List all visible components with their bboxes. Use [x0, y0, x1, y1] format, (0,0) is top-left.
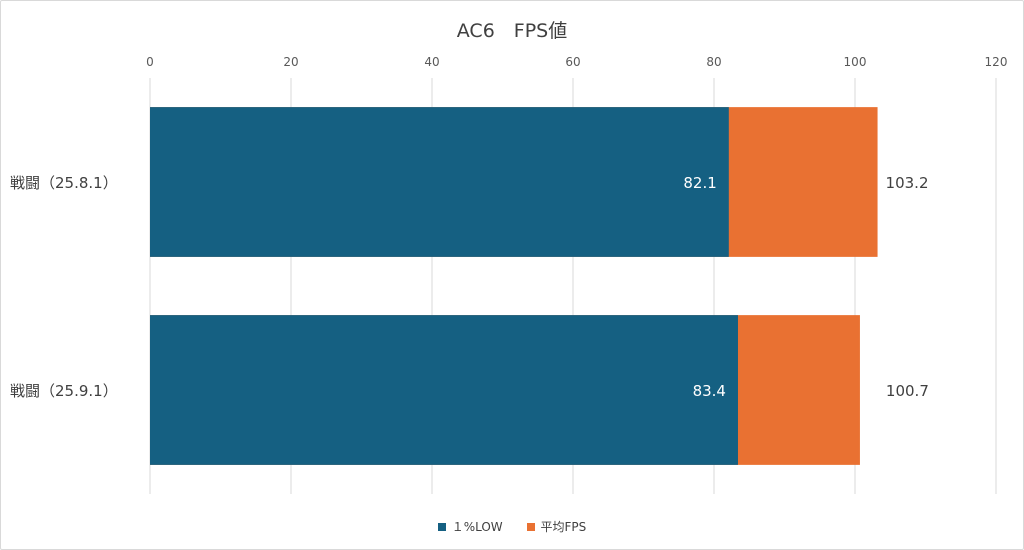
legend-swatch-avg	[526, 522, 535, 531]
x-tick-label: 40	[424, 55, 439, 69]
legend-swatch-low	[437, 522, 446, 531]
legend: １%LOW 平均FPS	[0, 518, 1024, 535]
legend-item-avg: 平均FPS	[526, 518, 587, 535]
x-tick-label: 0	[146, 55, 154, 69]
legend-label-avg: 平均FPS	[540, 520, 587, 534]
data-labels: 82.1 103.2 83.4 100.7	[683, 174, 928, 400]
bars	[150, 107, 878, 465]
x-tick-label: 60	[565, 55, 580, 69]
x-tick-label: 100	[844, 55, 867, 69]
x-tick-label: 20	[283, 55, 298, 69]
data-label-1pct-low: 82.1	[683, 174, 716, 192]
x-axis-tick-labels: 0 20 40 60 80 100 120	[146, 55, 1007, 69]
chart-title: AC6 FPS値	[456, 20, 568, 42]
data-label-avg-fps: 103.2	[886, 174, 929, 192]
bar-1pct-low	[150, 315, 738, 465]
data-label-avg-fps: 100.7	[886, 382, 929, 400]
bar-1pct-low	[150, 107, 729, 257]
category-labels: 戦闘（25.8.1） 戦闘（25.9.1）	[10, 174, 118, 400]
legend-item-low: １%LOW	[437, 518, 503, 535]
x-tick-label: 120	[985, 55, 1008, 69]
data-label-1pct-low: 83.4	[693, 382, 726, 400]
category-label: 戦闘（25.8.1）	[10, 174, 118, 192]
legend-label-low: １%LOW	[451, 520, 503, 534]
category-label: 戦闘（25.9.1）	[10, 382, 118, 400]
x-tick-label: 80	[706, 55, 721, 69]
